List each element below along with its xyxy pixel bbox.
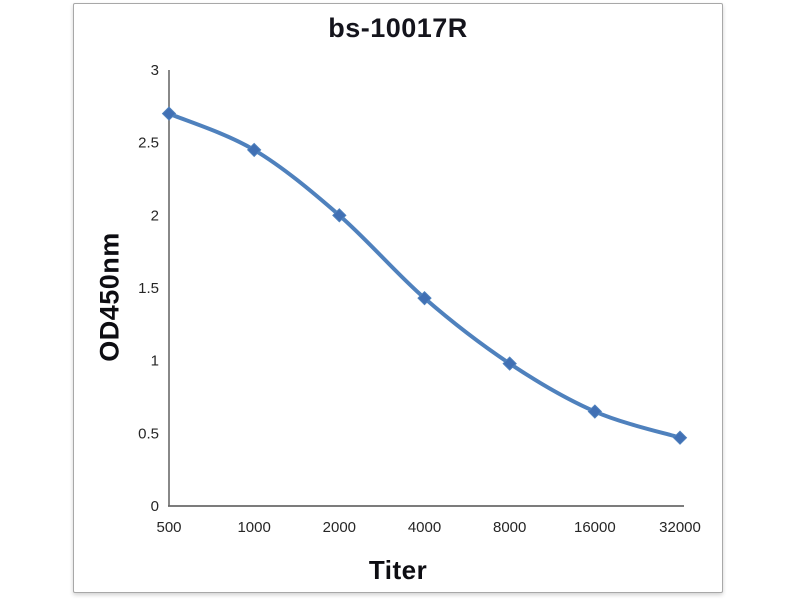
x-axis-title: Titer [368,555,428,585]
x-tick-label: 16000 [574,519,616,536]
x-tick-label: 1000 [237,519,270,536]
x-tick-label: 32000 [659,519,701,536]
data-point-marker [246,142,262,158]
x-tick-label: 500 [156,519,181,536]
series-line [167,111,683,440]
y-tick-label: 3 [151,62,159,79]
y-tick-label: 2.5 [138,135,159,152]
y-tick-label: 0 [151,498,159,515]
data-point-marker [161,106,177,121]
y-tick-label: 1 [151,353,159,370]
data-point-marker [672,430,688,445]
chart-title: bs-10017R [328,13,468,43]
data-point-marker [417,290,432,306]
x-tick-label: 4000 [408,519,441,536]
y-tick-label: 2 [151,207,159,224]
chart-frame [73,3,723,593]
y-tick-label: 1.5 [138,280,159,297]
x-tick-label: 8000 [493,519,526,536]
y-tick-label: 0.5 [138,425,159,442]
data-point-marker [587,404,603,419]
data-point-marker [332,208,347,223]
data-point-marker [502,356,517,371]
x-tick-label: 2000 [323,519,356,536]
